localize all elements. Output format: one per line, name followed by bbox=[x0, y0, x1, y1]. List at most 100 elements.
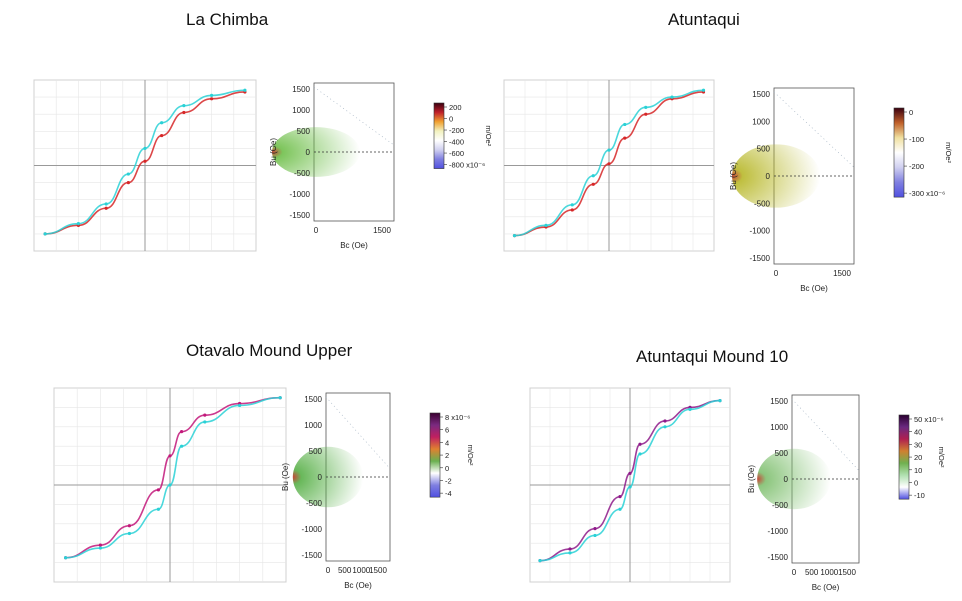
colorbar-tick-label: -200 bbox=[449, 126, 464, 135]
data-point bbox=[126, 172, 130, 176]
colorbar-tick-label: 6 bbox=[445, 426, 449, 435]
y-tick-label: -500 bbox=[294, 169, 311, 178]
data-point bbox=[628, 485, 632, 489]
data-point bbox=[278, 396, 282, 400]
data-point bbox=[156, 488, 160, 492]
data-point bbox=[544, 223, 548, 227]
x-tick-label: 1500 bbox=[838, 568, 856, 577]
data-point bbox=[104, 202, 108, 206]
y-tick-label: -1500 bbox=[290, 211, 311, 220]
x-tick-label: 0 bbox=[314, 226, 319, 235]
chart-title-atuntaqui-mound10: Atuntaqui Mound 10 bbox=[636, 347, 789, 366]
y-tick-label: 0 bbox=[784, 475, 789, 484]
x-tick-label: 1500 bbox=[373, 226, 391, 235]
data-point bbox=[203, 413, 207, 417]
colorbar-tick-label: 0 bbox=[909, 108, 913, 117]
y-tick-label: 1000 bbox=[770, 423, 788, 432]
data-point bbox=[203, 420, 207, 424]
data-point bbox=[168, 454, 172, 458]
data-point bbox=[663, 425, 667, 429]
chart-title-la-chimba: La Chimba bbox=[186, 10, 269, 29]
data-point bbox=[570, 208, 574, 212]
colorbar-tick-label: 40 bbox=[914, 428, 922, 437]
y-tick-label: 0 bbox=[318, 473, 323, 482]
x-axis-label: Bc (Oe) bbox=[800, 284, 828, 293]
data-point bbox=[210, 97, 214, 101]
colorbar-tick-label: 0 bbox=[914, 478, 918, 487]
y-tick-label: 500 bbox=[297, 127, 311, 136]
colorbar bbox=[893, 107, 905, 198]
y-tick-label: 500 bbox=[775, 449, 789, 458]
hysteresis-chart-atuntaqui-mound10 bbox=[529, 387, 731, 583]
data-point bbox=[104, 206, 108, 210]
chart-title-atuntaqui: Atuntaqui bbox=[668, 10, 740, 29]
colorbar-label: m/Oe² bbox=[466, 445, 474, 466]
data-point bbox=[160, 121, 164, 125]
y-axis-label: Bu (Oe) bbox=[269, 138, 278, 166]
forc-diagonal bbox=[791, 398, 860, 471]
y-tick-label: -500 bbox=[754, 199, 771, 208]
y-axis-label: Bu (Oe) bbox=[729, 162, 738, 190]
data-point bbox=[593, 527, 597, 531]
forc-diagonal bbox=[325, 396, 391, 469]
data-point bbox=[607, 148, 611, 152]
y-tick-label: 1500 bbox=[292, 85, 310, 94]
data-point bbox=[718, 399, 722, 403]
y-axis-label: Bu (Oe) bbox=[281, 463, 290, 491]
data-point bbox=[180, 444, 184, 448]
data-point bbox=[638, 452, 642, 456]
data-point bbox=[43, 232, 47, 236]
colorbar-label: m/Oe² bbox=[937, 447, 945, 468]
data-point bbox=[607, 162, 611, 166]
x-axis-label: Bc (Oe) bbox=[812, 583, 840, 592]
data-point bbox=[618, 495, 622, 499]
y-tick-label: 1500 bbox=[770, 397, 788, 406]
hysteresis-chart-otavalo bbox=[53, 387, 287, 583]
colorbar-tick-label: -600 bbox=[449, 149, 464, 158]
data-point bbox=[568, 551, 572, 555]
y-tick-label: 1500 bbox=[752, 90, 770, 99]
data-point bbox=[76, 222, 80, 226]
colorbar-label: m/Oe² bbox=[484, 125, 492, 146]
data-point bbox=[126, 181, 130, 185]
colorbar-tick-label: -100 bbox=[909, 135, 924, 144]
colorbar-tick-label: 0 bbox=[449, 115, 453, 124]
data-point bbox=[143, 159, 147, 163]
y-tick-label: -1500 bbox=[768, 553, 789, 562]
data-point bbox=[644, 105, 648, 109]
data-point bbox=[160, 133, 164, 138]
data-point bbox=[156, 507, 160, 511]
data-point bbox=[591, 182, 595, 186]
data-point bbox=[182, 104, 186, 108]
colorbar-label: m/Oe² bbox=[944, 142, 952, 163]
chart-title-otavalo: Otavalo Mound Upper bbox=[186, 341, 353, 360]
data-point bbox=[182, 110, 186, 115]
data-point bbox=[688, 407, 692, 411]
data-point bbox=[98, 543, 102, 547]
data-point bbox=[593, 533, 597, 538]
colorbar-tick-label: -400 bbox=[449, 138, 464, 147]
x-tick-label: 500 bbox=[805, 568, 819, 577]
y-tick-label: -500 bbox=[306, 499, 323, 508]
y-tick-label: -1500 bbox=[302, 551, 323, 560]
colorbar-tick-label: 0 bbox=[445, 464, 449, 473]
data-point bbox=[98, 546, 102, 550]
data-point bbox=[210, 93, 214, 97]
colorbar-tick-label: -300 x10⁻⁶ bbox=[909, 189, 945, 198]
data-point bbox=[623, 122, 627, 127]
colorbar-tick-label: -10 bbox=[914, 491, 925, 500]
colorbar-tick-label: -800 x10⁻⁶ bbox=[449, 161, 485, 170]
hysteresis-chart-atuntaqui bbox=[503, 79, 715, 252]
data-point bbox=[638, 442, 642, 446]
y-tick-label: 500 bbox=[309, 447, 323, 456]
colorbar-tick-label: 50 x10⁻⁶ bbox=[914, 415, 944, 424]
data-point bbox=[168, 483, 172, 487]
hysteresis-chart-la-chimba bbox=[33, 79, 257, 252]
x-axis-label: Bc (Oe) bbox=[344, 581, 372, 590]
y-tick-label: 0 bbox=[766, 172, 771, 181]
y-tick-label: -1000 bbox=[768, 527, 789, 536]
